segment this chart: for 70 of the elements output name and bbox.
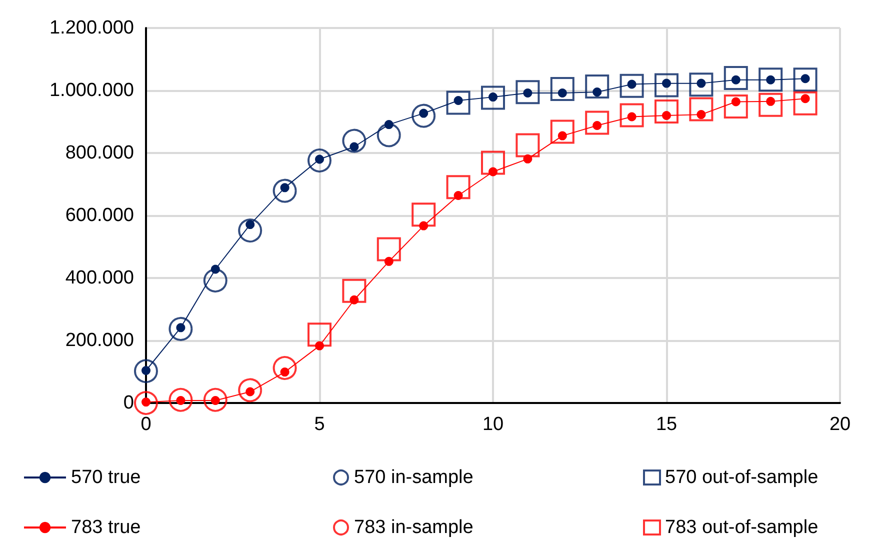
point [620,74,644,98]
legend-label: 570 true [71,467,141,488]
point [203,268,228,292]
point [376,237,401,262]
point [696,110,706,120]
point [793,91,818,116]
point [523,154,532,164]
point [272,178,297,203]
point [384,256,394,266]
point [272,356,297,380]
point [689,72,714,97]
point [203,388,228,412]
point [168,316,193,341]
point [758,92,783,117]
y-tick-label: 200.000 [65,330,134,351]
point [516,80,540,104]
point [516,133,540,158]
point [724,94,748,118]
legend-label: 570 in-sample [354,467,474,488]
point [793,68,818,92]
legend-label: 783 true [71,517,141,538]
legend-label: 783 out-of-sample [665,517,818,538]
x-tick-label: 20 [829,414,851,435]
point [238,378,262,402]
point [454,191,463,200]
point [592,88,602,97]
point [342,128,366,153]
point [238,218,262,242]
point [481,86,505,110]
legend-label: 783 in-sample [354,517,474,538]
point [412,104,436,128]
y-tick-label: 0 [123,392,134,414]
point [384,120,394,130]
x-tick-label: 5 [314,414,325,435]
point [446,90,470,115]
point [446,175,470,200]
point [412,202,436,227]
point [134,359,158,384]
y-tick-label: 1.000.000 [49,80,134,101]
point [308,322,332,347]
point [342,278,366,303]
point [585,110,610,135]
y-tick-label: 400.000 [65,268,134,288]
point [350,295,359,304]
point [654,73,678,98]
point [724,66,748,90]
point [376,123,401,148]
point [550,120,574,144]
point [689,97,714,122]
point [550,76,574,101]
point [246,220,255,230]
point [419,221,428,230]
x-tick-label: 0 [140,414,152,435]
point [168,388,193,412]
y-tick-label: 600.000 [65,205,134,226]
y-tick-label: 800.000 [65,142,134,164]
point [654,99,678,124]
point [315,341,324,350]
y-tick-label: 1.200.000 [49,18,134,38]
point [308,148,332,172]
point [620,103,644,128]
legend-label: 570 out-of-sample [665,467,818,488]
point [210,264,220,274]
x-tick-label: 10 [482,414,504,435]
x-tick-label: 15 [656,414,678,435]
point [134,391,158,415]
point [488,167,498,176]
point [481,150,505,175]
point [585,74,610,98]
point [350,142,359,152]
